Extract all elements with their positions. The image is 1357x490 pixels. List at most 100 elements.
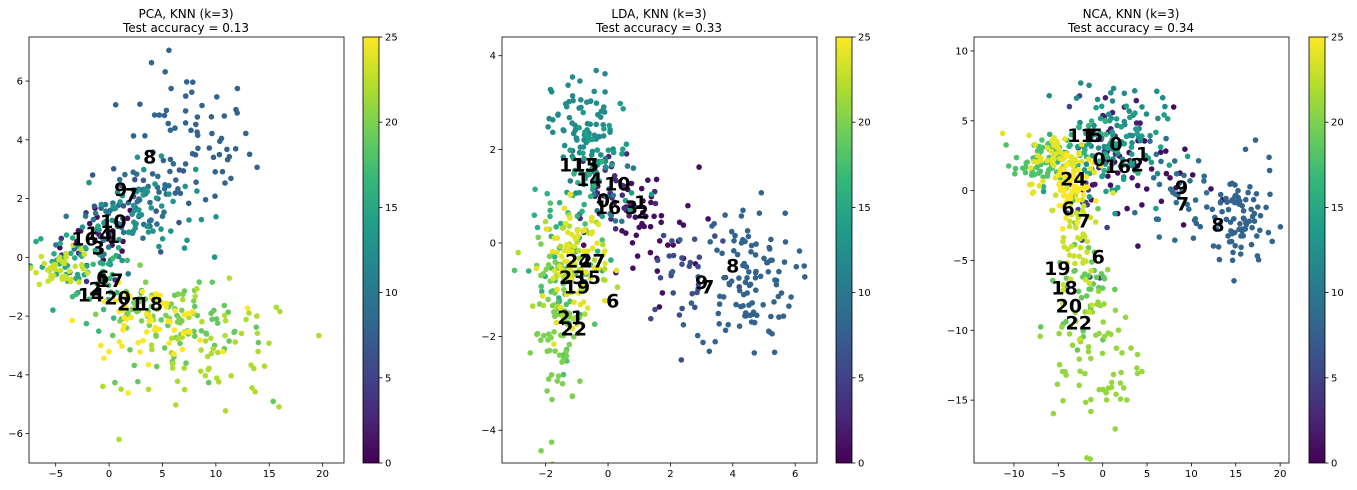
nca-class-label: 22 <box>1065 312 1091 334</box>
lda-point <box>563 353 570 359</box>
pca-axes-frame <box>28 36 345 464</box>
lda-colorbar-tick-label: 10 <box>858 288 871 299</box>
lda-point <box>781 259 788 265</box>
lda-colorbar-tick-label: 15 <box>858 203 871 214</box>
nca-point <box>1096 158 1102 164</box>
nca-point <box>1250 196 1257 203</box>
lda-point <box>695 263 701 270</box>
nca-point <box>1184 201 1190 208</box>
lda-point <box>648 315 654 322</box>
pca-point <box>109 228 116 234</box>
pca-point <box>167 318 173 325</box>
nca-point <box>1078 158 1085 165</box>
lda-point <box>545 376 552 382</box>
nca-point <box>1066 223 1073 230</box>
nca-point <box>1078 294 1085 301</box>
pca-class-label: 1 <box>85 223 98 245</box>
nca-point <box>1092 181 1098 188</box>
lda-point <box>652 200 659 207</box>
pca-point <box>118 386 124 393</box>
lda-point <box>576 314 583 321</box>
pca-point <box>121 322 127 329</box>
pca-point <box>181 386 188 393</box>
lda-point <box>563 244 569 250</box>
pca-point <box>186 217 192 223</box>
lda-point <box>782 210 788 216</box>
nca-point <box>1082 277 1089 283</box>
lda-point <box>734 251 741 258</box>
lda-point <box>533 265 540 272</box>
nca-point <box>1082 309 1088 315</box>
nca-colorbar-tick-label: 25 <box>1331 33 1344 44</box>
nca-point <box>1074 174 1081 181</box>
lda-point <box>532 186 538 193</box>
nca-point <box>1212 214 1218 221</box>
pca-point <box>209 130 215 137</box>
pca-point <box>149 346 155 353</box>
lda-point <box>555 373 562 379</box>
lda-point <box>567 147 573 153</box>
pca-point <box>214 94 220 100</box>
pca-point <box>140 192 147 198</box>
nca-point <box>1057 179 1064 186</box>
pca-point <box>125 199 132 206</box>
nca-point <box>1055 145 1062 152</box>
pca-point <box>194 129 200 135</box>
lda-point <box>539 293 546 299</box>
nca-point <box>1237 251 1244 257</box>
nca-point <box>1118 369 1124 376</box>
pca-point <box>154 306 161 313</box>
pca-point <box>148 217 154 223</box>
nca-point <box>1121 162 1127 168</box>
lda-point <box>658 212 665 219</box>
nca-point <box>1031 171 1038 178</box>
lda-point <box>788 294 794 300</box>
nca-point <box>1095 205 1101 212</box>
nca-y-tick-label: 5 <box>962 116 968 127</box>
nca-point <box>1092 131 1099 138</box>
nca-point <box>1166 162 1173 168</box>
nca-point <box>1157 149 1164 156</box>
nca-point <box>1104 153 1110 159</box>
lda-point <box>751 319 758 326</box>
lda-point <box>562 220 569 227</box>
nca-point <box>1189 172 1196 178</box>
lda-point <box>600 276 607 283</box>
pca-point <box>44 267 51 273</box>
lda-point <box>752 252 759 258</box>
nca-point <box>1104 266 1111 273</box>
nca-point <box>1068 243 1075 250</box>
pca-point <box>22 195 28 201</box>
lda-point <box>597 114 604 120</box>
lda-point <box>756 210 763 216</box>
pca-point <box>105 261 112 267</box>
lda-point <box>589 165 596 172</box>
lda-point <box>540 302 547 309</box>
pca-point <box>74 238 80 245</box>
lda-point <box>632 214 639 220</box>
nca-class-label: 2 <box>1131 155 1144 177</box>
lda-point <box>529 303 536 309</box>
lda-point <box>576 105 582 111</box>
nca-point <box>1093 274 1100 281</box>
nca-point <box>1068 195 1074 201</box>
nca-point <box>1277 224 1284 230</box>
pca-point <box>222 180 228 186</box>
lda-class-label: 10 <box>604 174 630 196</box>
nca-point <box>1141 138 1148 144</box>
pca-point <box>202 372 209 379</box>
pca-point <box>212 169 218 175</box>
pca-point <box>129 306 135 313</box>
nca-point <box>1204 204 1210 210</box>
lda-point <box>716 321 722 327</box>
pca-point <box>138 318 145 324</box>
lda-point <box>623 230 629 236</box>
pca-point <box>113 297 119 304</box>
lda-point <box>602 297 608 304</box>
lda-point <box>659 290 666 296</box>
pca-x-tick-label: 15 <box>263 469 276 480</box>
nca-point <box>1153 151 1160 158</box>
lda-point <box>652 306 658 313</box>
lda-point <box>575 330 582 337</box>
